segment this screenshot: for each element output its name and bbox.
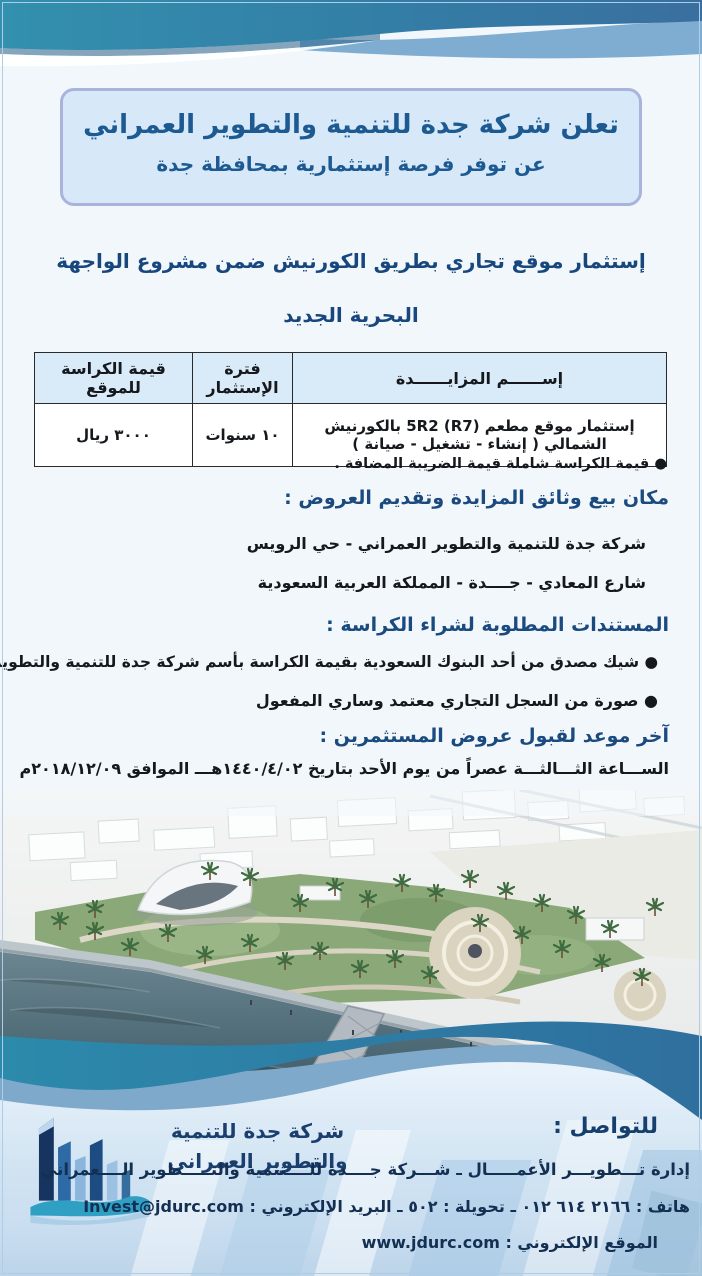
address-line-1: شركة جدة للتنمية والتطوير العمراني - حي …: [246, 534, 646, 553]
intro-line-1: إستثمار موقع تجاري بطريق الكورنيش ضمن مش…: [56, 249, 646, 327]
required-doc-bullet-1: ● شيك مصدق من أحد البنوك السعودية بقيمة …: [0, 653, 658, 671]
bid-table: إســــــم المزايــــــدة فترة الإستثمار …: [34, 352, 667, 467]
col-header-investment-period: فترة الإستثمار: [192, 352, 293, 404]
announcement-title: تعلن شركة جدة للتنمية والتطوير العمراني: [83, 110, 619, 140]
announcement-subtitle: عن توفر فرصة إستثمارية بمحافظة جدة: [156, 152, 546, 176]
bid-table-header-row: إســــــم المزايــــــدة فترة الإستثمار …: [34, 352, 667, 404]
contact-heading: للتواصل :: [553, 1114, 658, 1139]
section-heading-required-documents: المستندات المطلوبة لشراء الكراسة :: [326, 614, 669, 636]
header-wave-decoration: [0, 0, 702, 67]
contact-department-line: إدارة تـــطويـــر الأعمـــــال ـ شـــركة…: [40, 1160, 690, 1179]
col-header-auction-name: إســــــم المزايــــــدة: [292, 352, 667, 404]
cell-auction-name: إستثمار موقع مطعم 5R2 (R7) بالكورنيش الش…: [292, 403, 667, 467]
address-line-2: شارع المعادي - جــــدة - المملكة العربية…: [257, 573, 646, 592]
required-doc-bullet-2: ● صورة من السجل التجاري معتمد وساري المف…: [255, 691, 658, 710]
col-header-brochure-price: قيمة الكراسة للموقع: [34, 352, 193, 404]
announcement-title-box: تعلن شركة جدة للتنمية والتطوير العمراني …: [60, 88, 642, 206]
section-heading-deadline: آخر موعد لقبول عروض المستثمرين :: [319, 725, 669, 747]
bid-table-row: إستثمار موقع مطعم 5R2 (R7) بالكورنيش الش…: [34, 403, 667, 467]
cell-brochure-price: ٣٠٠٠ ريال: [34, 403, 193, 467]
footer-wave-decoration: [0, 1021, 702, 1160]
cell-investment-period: ١٠ سنوات: [192, 403, 293, 467]
contact-phone-email-line: هاتف : ٢١٦٦ ٦١٤ ٠١٢ ـ تحويلة : ٥٠٢ ـ الب…: [83, 1197, 690, 1216]
company-logo: [28, 1103, 156, 1225]
contact-website-line: الموقع الإلكتروني : www.jdurc.com: [361, 1233, 658, 1252]
section-heading-sale-location: مكان بيع وثائق المزايدة وتقديم العروض :: [284, 487, 669, 509]
vat-note: ● قيمة الكراسة شاملة قيمة الضريبة المضاف…: [334, 456, 667, 472]
logo-text-line-1: شركة جدة للتنمية: [170, 1119, 345, 1143]
deadline-date-line: الســـاعة الثـــالثـــة عصراً من يوم الأ…: [19, 759, 669, 778]
